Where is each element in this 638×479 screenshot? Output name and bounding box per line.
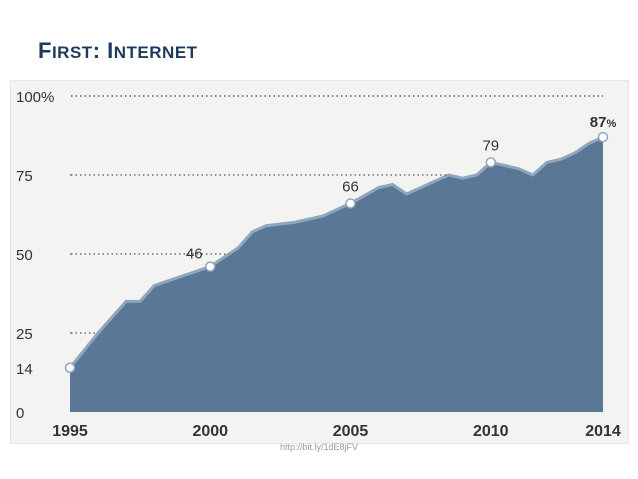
data-point-marker [597, 131, 609, 143]
y-tick-label: 100% [16, 89, 54, 106]
data-point-marker [485, 157, 497, 168]
title-first-rest: IRST [51, 43, 93, 62]
slide-title: FIRST: INTERNET [38, 38, 198, 64]
area-fill [70, 137, 603, 412]
y-tick-label: 0 [16, 405, 24, 422]
data-label: 79 [482, 137, 499, 154]
data-point-marker [205, 261, 216, 272]
internet-usage-area-chart: 100% 75 50 25 14 0 1995 2000 2005 2010 2014 46 66 79 8… [16, 89, 621, 440]
title-second-initial: I [107, 38, 114, 63]
y-tick-label: 50 [16, 247, 33, 264]
x-tick-label: 2010 [473, 423, 509, 440]
title-first-initial: F [38, 38, 52, 63]
data-label: 46 [186, 246, 203, 263]
x-tick-label: 2014 [585, 423, 621, 440]
x-tick-label: 2000 [192, 423, 228, 440]
y-tick-label: 25 [16, 326, 33, 343]
y-tick-label: 75 [16, 168, 33, 185]
title-separator: : [92, 38, 108, 63]
y-tick-label: 14 [16, 361, 33, 378]
data-label-suffix: % [606, 118, 616, 130]
chart-frame: 100% 75 50 25 14 0 1995 2000 2005 2010 2014 46 66 79 8… [10, 80, 629, 444]
x-tick-label: 1995 [52, 423, 88, 440]
data-point-marker [345, 198, 356, 209]
title-second-rest: NTERNET [113, 43, 198, 62]
area-edge-line [68, 135, 604, 369]
data-label: 66 [342, 178, 359, 195]
data-label: 87% [590, 114, 617, 131]
source-link[interactable]: http://bit.ly/1dE8jFV [280, 442, 359, 452]
x-tick-label: 2005 [333, 423, 369, 440]
data-point-marker [64, 362, 76, 374]
